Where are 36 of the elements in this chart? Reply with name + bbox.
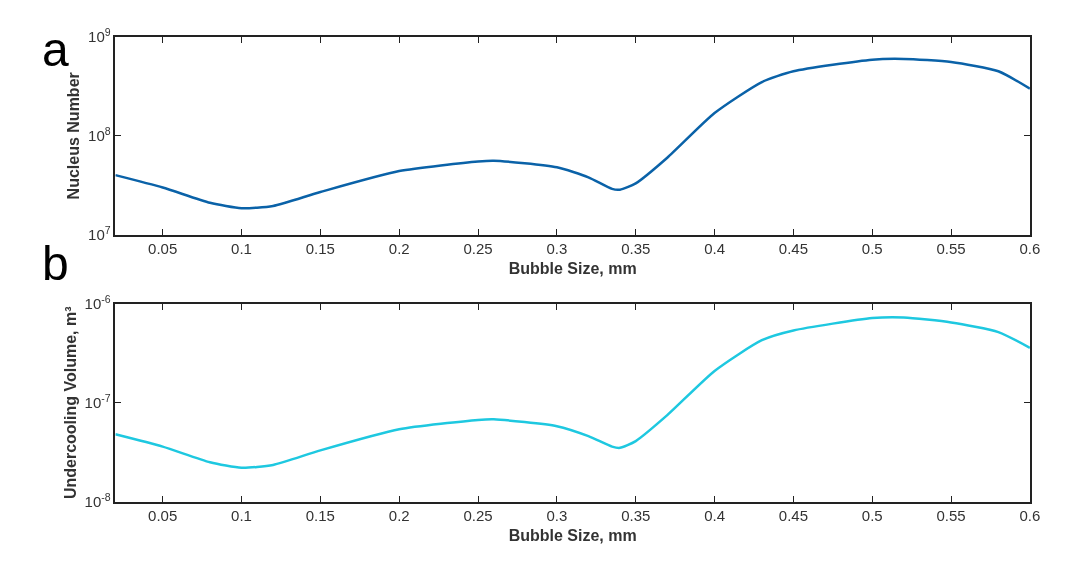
x-tick-label: 0.45 xyxy=(778,507,809,525)
x-tick-label: 0.4 xyxy=(704,240,725,258)
x-tick-label: 0.3 xyxy=(546,240,568,258)
x-tick-label: 0.45 xyxy=(778,240,809,258)
x-tick-label: 0.05 xyxy=(148,240,178,258)
x-axis-title: Bubble Size, mm xyxy=(508,259,637,277)
y-axis-title: Undercooling Volume, m³ xyxy=(61,306,79,500)
x-tick-label: 0.4 xyxy=(704,507,725,525)
y-tick-label: 10$^{8}$ xyxy=(88,124,111,145)
x-tick-label: 0.35 xyxy=(621,240,651,258)
x-axis-title: Bubble Size, mm xyxy=(508,526,637,544)
y-tick-label: 10$^{-8}$ xyxy=(84,490,111,510)
text: b xyxy=(42,237,69,290)
line-series xyxy=(115,57,1030,210)
y-tick-label: 10$^{9}$ xyxy=(88,25,111,46)
x-tick-label: 0.5 xyxy=(861,240,883,258)
y-tick-label: 10$^{7}$ xyxy=(88,223,111,243)
x-tick-label: 0.2 xyxy=(388,240,410,258)
x-tick-label: 0.15 xyxy=(305,240,335,258)
x-tick-label: 0.25 xyxy=(463,240,493,258)
x-tick-label: 0.6 xyxy=(1019,507,1041,525)
x-tick-label: 0.1 xyxy=(231,507,252,525)
x-tick-label: 0.2 xyxy=(388,507,410,525)
x-tick-label: 0.25 xyxy=(463,507,493,525)
x-tick-label: 0.05 xyxy=(148,507,178,525)
x-tick-label: 0.15 xyxy=(305,507,335,525)
x-tick-label: 0.3 xyxy=(546,507,568,525)
x-tick-label: 0.55 xyxy=(936,240,966,258)
x-tick-label: 0.35 xyxy=(621,507,651,525)
x-tick-label: 0.1 xyxy=(231,240,252,258)
line-series xyxy=(115,316,1030,470)
x-tick-label: 0.6 xyxy=(1019,240,1041,258)
y-tick-label: 10$^{-7}$ xyxy=(84,391,111,412)
x-tick-label: 0.5 xyxy=(861,507,883,525)
x-tick-label: 0.55 xyxy=(936,507,966,525)
y-tick-label: 10$^{-6}$ xyxy=(84,292,111,313)
